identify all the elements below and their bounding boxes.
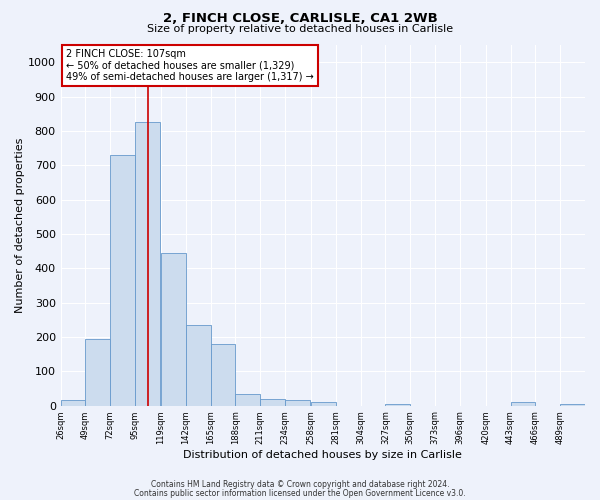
Bar (235, 394, 260, 406)
Text: 2 FINCH CLOSE: 107sqm
← 50% of detached houses are smaller (1,329)
49% of semi-d: 2 FINCH CLOSE: 107sqm ← 50% of detached … (66, 48, 314, 82)
Text: Contains HM Land Registry data © Crown copyright and database right 2024.: Contains HM Land Registry data © Crown c… (151, 480, 449, 489)
Bar (85, 338, 110, 406)
Text: Contains public sector information licensed under the Open Government Licence v3: Contains public sector information licen… (134, 488, 466, 498)
Bar (135, 122, 160, 406)
Text: 2, FINCH CLOSE, CARLISLE, CA1 2WB: 2, FINCH CLOSE, CARLISLE, CA1 2WB (163, 12, 437, 26)
Y-axis label: Number of detached properties: Number of detached properties (15, 138, 25, 313)
Bar (311, 402, 336, 406)
Bar (211, 344, 235, 406)
Bar (110, 155, 135, 406)
Bar (260, 398, 285, 406)
Bar (511, 402, 535, 406)
Bar (385, 404, 410, 406)
Text: Size of property relative to detached houses in Carlisle: Size of property relative to detached ho… (147, 24, 453, 34)
Bar (186, 325, 211, 406)
Bar (285, 400, 310, 406)
X-axis label: Distribution of detached houses by size in Carlisle: Distribution of detached houses by size … (184, 450, 462, 460)
Bar (560, 404, 585, 406)
Bar (61, 400, 85, 406)
Bar (161, 253, 186, 406)
